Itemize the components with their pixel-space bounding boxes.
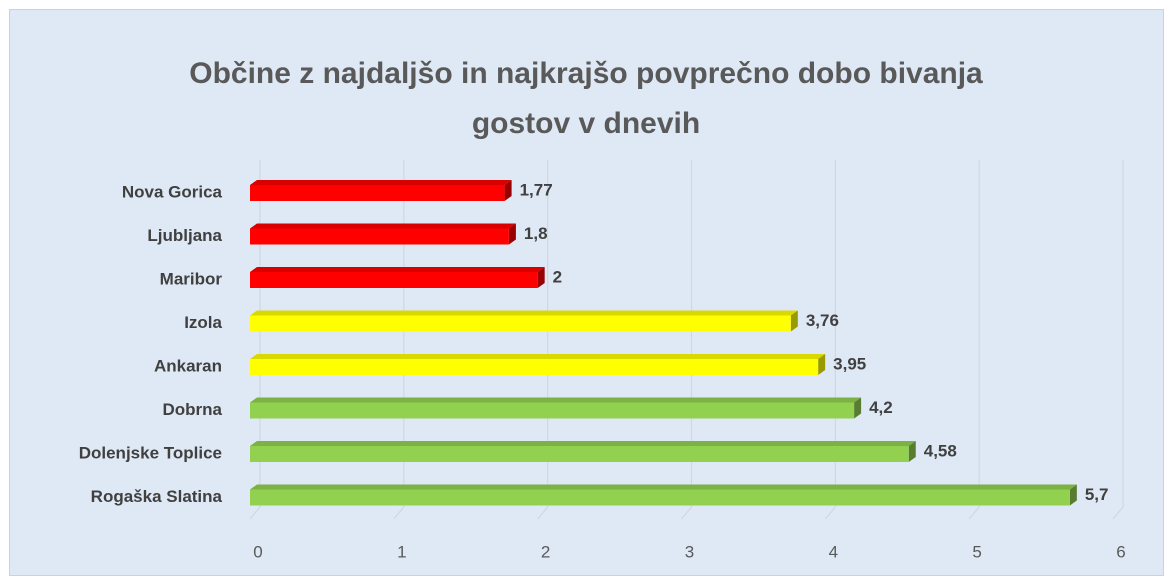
x-tick-label: 0 [253,542,262,561]
bar-side [818,354,826,375]
data-label: 4,58 [924,441,957,460]
y-tick-label: Ljubljana [147,226,222,245]
chart-title: Občine z najdaljšo in najkrajšo povprečn… [189,57,983,140]
bar-top [250,223,516,229]
grid-line [537,160,549,520]
data-label: 5,7 [1085,485,1109,504]
bar [250,315,791,332]
y-tick-label: Nova Gorica [122,182,223,201]
bar-side [854,397,862,419]
bar [250,272,538,288]
grid-line [968,160,980,520]
data-label: 3,76 [806,311,839,330]
x-tick-label: 4 [829,542,838,561]
y-tick-label: Izola [184,313,222,332]
bar-top [250,354,826,359]
x-tick-label: 2 [541,542,550,561]
y-tick-label: Ankaran [154,356,222,375]
bar [250,489,1070,506]
y-tick-label: Dolenjske Toplice [79,443,222,462]
bar [250,359,819,375]
bar [250,446,909,462]
x-tick-label: 5 [972,542,981,561]
bar-top [250,180,512,185]
bar-top [250,267,545,272]
title-line: gostov v dnevih [472,107,700,140]
grid-line [681,160,693,520]
bar-side [537,267,545,288]
y-tick-label: Dobrna [163,400,223,419]
bar-top [250,310,798,316]
bar [250,185,505,201]
grid-line [824,160,836,520]
bar [250,402,855,419]
bar [250,228,509,245]
x-tick-label: 3 [685,542,694,561]
bar-top [250,441,916,446]
bar-side [508,223,516,245]
bar-side [504,180,512,201]
data-label: 4,2 [869,398,893,417]
chart-background [9,9,1164,576]
bar-side [790,310,798,332]
data-label: 2 [553,267,562,286]
y-tick-label: Maribor [160,269,223,288]
title-line: Občine z najdaljšo in najkrajšo povprečn… [189,57,983,90]
x-tick-label: 1 [397,542,406,561]
data-label: 3,95 [833,354,866,373]
data-label: 1,8 [524,224,548,243]
bar-side [908,441,916,462]
data-label: 1,77 [520,180,553,199]
bar-top [250,484,1077,490]
x-tick-label: 6 [1116,542,1125,561]
bar-top [250,397,862,403]
y-tick-label: Rogaška Slatina [91,487,223,506]
grid-line [1112,160,1124,520]
bar-side [1069,484,1077,506]
